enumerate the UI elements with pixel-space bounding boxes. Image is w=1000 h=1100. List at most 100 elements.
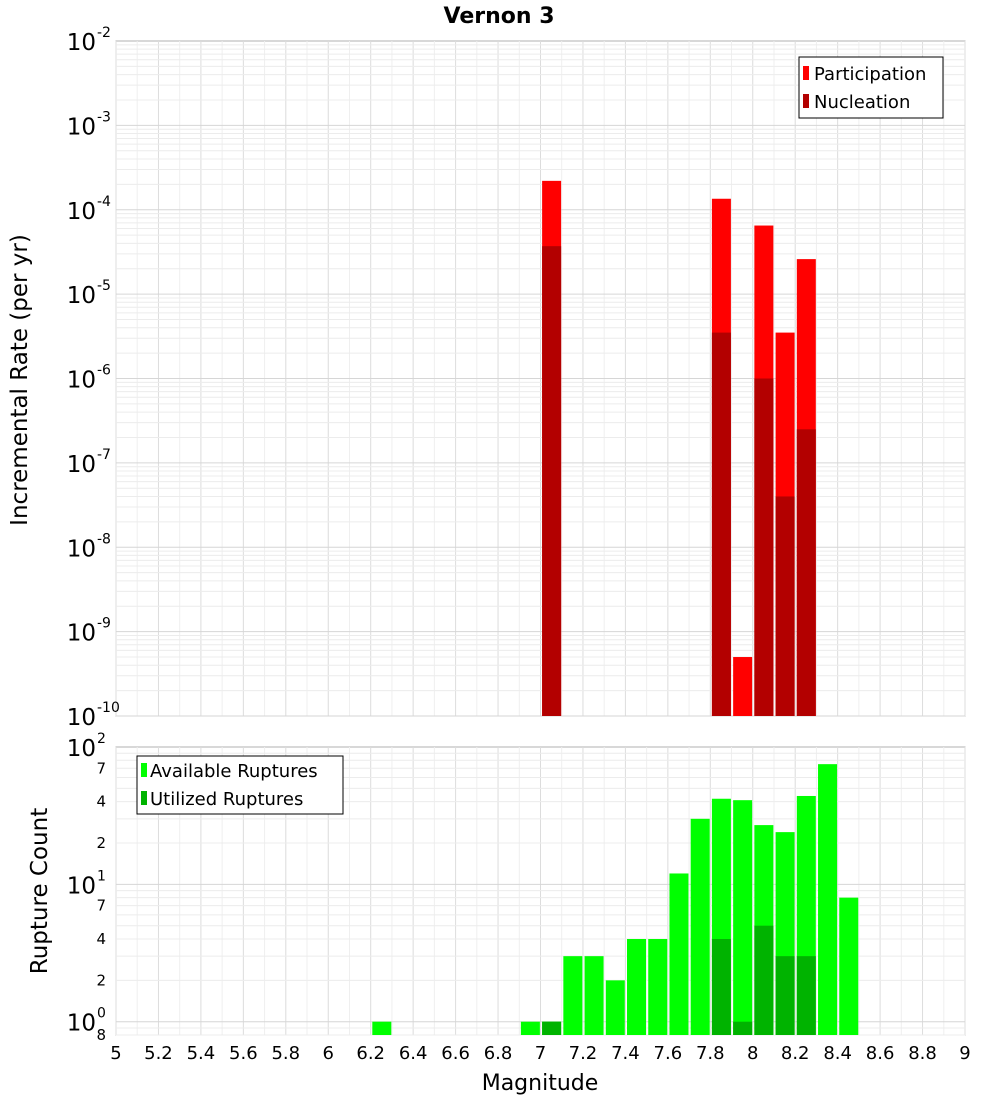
utilized-rupture-bar-m8_25 bbox=[796, 956, 816, 1035]
count-legend: Available Ruptures Utilized Ruptures bbox=[136, 755, 344, 815]
count-y-tick-exponent: 1 bbox=[97, 868, 106, 884]
nucleation-legend-swatch bbox=[803, 94, 809, 108]
participation-legend-label: Participation bbox=[814, 64, 926, 85]
rate-y-axis-label: Incremental Rate (per yr) bbox=[7, 234, 33, 526]
rate-y-tick-base: 10 bbox=[67, 30, 96, 56]
rate-y-tick-exponent: -6 bbox=[97, 363, 111, 379]
rate-y-tick-base: 10 bbox=[67, 452, 96, 478]
nucleation-bar-m8_15 bbox=[775, 496, 795, 716]
utilized-rupture-bar-m7_95 bbox=[733, 1021, 753, 1035]
count-y-minor-tick-label: 8 bbox=[96, 1026, 106, 1044]
count-y-minor-tick-label: 2 bbox=[96, 834, 106, 852]
rate-y-tick-base: 10 bbox=[67, 705, 96, 731]
rate-y-tick-exponent: -10 bbox=[97, 700, 120, 716]
x-tick-label: 5 bbox=[110, 1043, 121, 1064]
x-tick-label: 8.4 bbox=[823, 1043, 852, 1064]
count-y-axis-label: Rupture Count bbox=[27, 808, 53, 974]
rate-gridlines bbox=[115, 41, 966, 717]
x-tick-label: 5.8 bbox=[271, 1043, 300, 1064]
x-tick-label: 6.4 bbox=[399, 1043, 428, 1064]
rate-legend: Participation Nucleation bbox=[798, 56, 944, 119]
nucleation-bar-m7_85 bbox=[711, 332, 731, 716]
rate-y-tick-base: 10 bbox=[67, 368, 96, 394]
count-y-minor-tick-label: 7 bbox=[96, 897, 106, 915]
available-rupture-bar-m7_65 bbox=[669, 873, 689, 1035]
count-y-minor-tick-label: 4 bbox=[96, 930, 106, 948]
rate-panel: 10-210-310-410-510-610-710-810-910-10 In… bbox=[7, 25, 966, 731]
rate-bars bbox=[542, 180, 816, 717]
utilized-rupture-bar-m8_15 bbox=[775, 956, 795, 1035]
rate-legend-box bbox=[798, 56, 944, 119]
count-y-minor-tick-label: 7 bbox=[96, 759, 106, 777]
rate-y-tick-base: 10 bbox=[67, 536, 96, 562]
nucleation-bar-m7_05 bbox=[542, 246, 562, 716]
x-tick-label: 6.8 bbox=[484, 1043, 513, 1064]
available-rupture-bar-m6_25 bbox=[372, 1021, 392, 1035]
nucleation-bar-m8_25 bbox=[796, 429, 816, 716]
x-tick-label: 6 bbox=[323, 1043, 334, 1064]
x-tick-label: 8.6 bbox=[866, 1043, 895, 1064]
x-axis-label: Magnitude bbox=[482, 1071, 599, 1096]
available-rupture-bar-m7_55 bbox=[648, 939, 668, 1035]
x-tick-label: 6.6 bbox=[441, 1043, 470, 1064]
available-rupture-bar-m7_15 bbox=[563, 956, 583, 1035]
x-tick-label: 7.6 bbox=[654, 1043, 683, 1064]
count-bars bbox=[372, 764, 859, 1035]
x-tick-label: 8.2 bbox=[781, 1043, 810, 1064]
x-axis-ticks: 5 5.2 5.4 5.6 5.8 6 6.2 6.4 6.6 6.8 7 7.2 7.4 7.6 7.8 8… bbox=[110, 1043, 970, 1064]
rate-y-tick-exponent: -7 bbox=[97, 447, 111, 463]
nucleation-bar-m8_05 bbox=[754, 378, 774, 716]
x-tick-label: 6.2 bbox=[356, 1043, 385, 1064]
x-tick-label: 8.8 bbox=[908, 1043, 937, 1064]
x-tick-label: 7.8 bbox=[696, 1043, 725, 1064]
utilized-legend-label: Utilized Ruptures bbox=[150, 789, 303, 810]
available-rupture-bar-m8_35 bbox=[818, 764, 838, 1035]
rate-y-tick-base: 10 bbox=[67, 114, 96, 140]
available-rupture-bar-m7_45 bbox=[627, 939, 647, 1035]
count-y-minor-tick-label: 4 bbox=[96, 793, 106, 811]
rate-y-tick-exponent: -9 bbox=[97, 616, 111, 632]
rate-y-tick-exponent: -2 bbox=[97, 25, 111, 41]
x-tick-label: 7 bbox=[535, 1043, 546, 1064]
count-y-tick-exponent: 0 bbox=[97, 1006, 106, 1022]
participation-bar-m7_95 bbox=[733, 657, 753, 716]
x-tick-label: 5.4 bbox=[187, 1043, 216, 1064]
utilized-legend-swatch bbox=[141, 791, 147, 805]
x-tick-label: 7.4 bbox=[611, 1043, 640, 1064]
rate-y-ticks: 10-210-310-410-510-610-710-810-910-10 bbox=[67, 25, 120, 731]
x-tick-label: 7.2 bbox=[569, 1043, 598, 1064]
x-tick-label: 8 bbox=[747, 1043, 758, 1064]
available-rupture-bar-m7_95 bbox=[733, 800, 753, 1035]
rate-y-tick-exponent: -4 bbox=[97, 194, 111, 210]
nucleation-legend-label: Nucleation bbox=[814, 92, 910, 113]
rate-y-tick-base: 10 bbox=[67, 199, 96, 225]
x-tick-label: 5.2 bbox=[144, 1043, 173, 1064]
count-y-tick-base: 10 bbox=[67, 736, 96, 762]
count-y-tick-exponent: 2 bbox=[97, 731, 106, 747]
participation-legend-swatch bbox=[803, 66, 809, 80]
rate-y-tick-exponent: -8 bbox=[97, 531, 111, 547]
x-tick-label: 9 bbox=[959, 1043, 970, 1064]
available-rupture-bar-m8_45 bbox=[839, 897, 859, 1035]
rate-y-tick-exponent: -5 bbox=[97, 278, 111, 294]
available-rupture-bar-m7_75 bbox=[690, 818, 710, 1035]
x-tick-label: 5.6 bbox=[229, 1043, 258, 1064]
available-rupture-bar-m6_95 bbox=[520, 1021, 540, 1035]
available-legend-swatch bbox=[141, 763, 147, 777]
chart-title: Vernon 3 bbox=[444, 4, 555, 29]
rate-y-tick-base: 10 bbox=[67, 283, 96, 309]
available-legend-label: Available Ruptures bbox=[150, 761, 318, 782]
count-y-tick-base: 10 bbox=[67, 873, 96, 899]
count-y-tick-base: 10 bbox=[67, 1011, 96, 1037]
available-rupture-bar-m7_35 bbox=[605, 980, 625, 1035]
rate-y-tick-exponent: -3 bbox=[97, 109, 111, 125]
rate-y-tick-base: 10 bbox=[67, 621, 96, 647]
available-rupture-bar-m7_25 bbox=[584, 956, 604, 1035]
count-legend-box bbox=[136, 755, 344, 815]
count-y-minor-tick-label: 2 bbox=[96, 971, 106, 989]
utilized-rupture-bar-m7_05 bbox=[542, 1021, 562, 1035]
utilized-rupture-bar-m8_05 bbox=[754, 925, 774, 1035]
